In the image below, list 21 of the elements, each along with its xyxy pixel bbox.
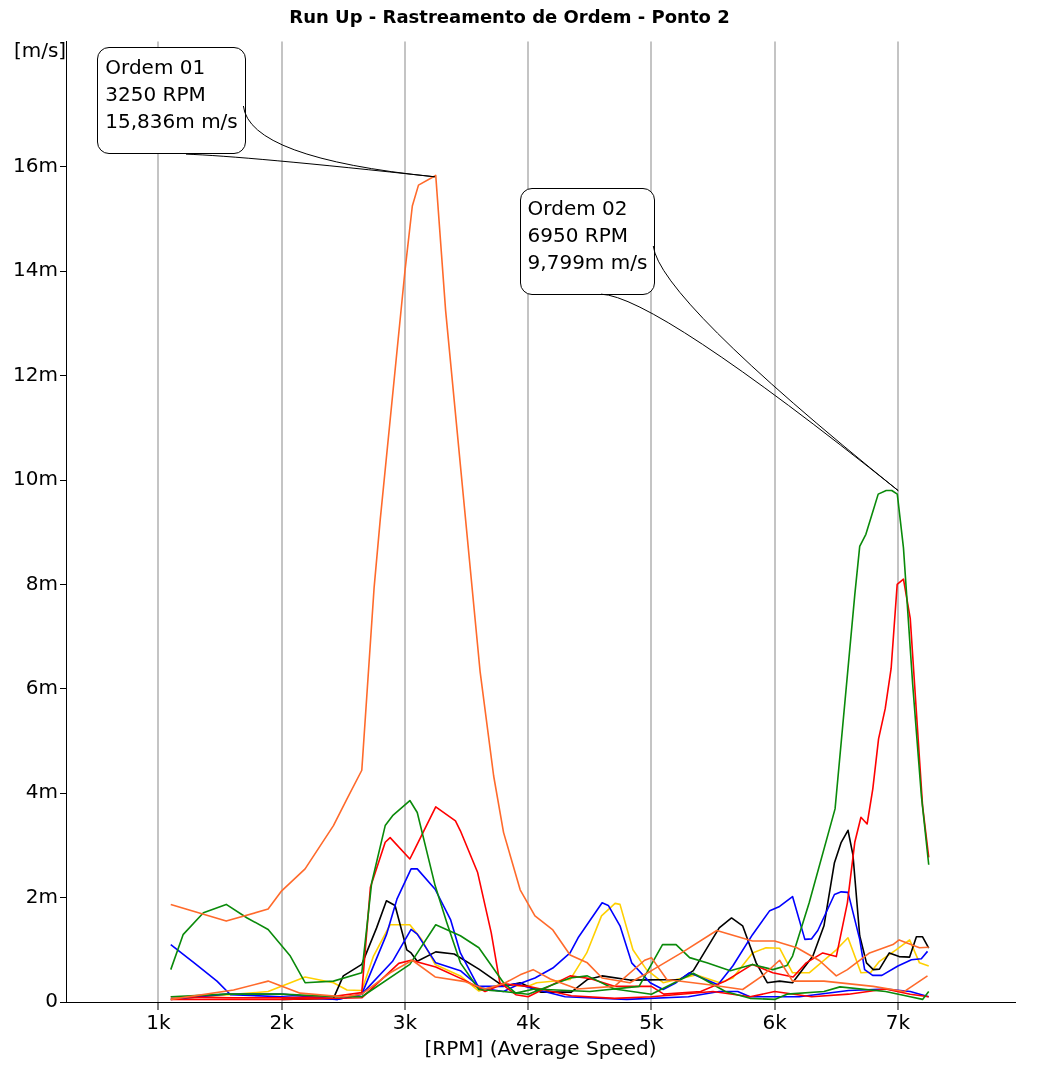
- y-tick-label: 14m: [13, 257, 58, 282]
- chart-title: Run Up - Rastreamento de Ordem - Ponto 2: [289, 6, 730, 28]
- y-tick-label: 6m: [25, 675, 58, 700]
- y-tick-label: 4m: [25, 779, 58, 804]
- y-tick-label: 2m: [25, 883, 58, 908]
- y-tick-label: 8m: [25, 570, 58, 595]
- x-tick-label: 2k: [269, 1010, 295, 1035]
- x-tick-label: 1k: [146, 1010, 171, 1035]
- x-axis-title: [RPM] (Average Speed): [424, 1036, 657, 1061]
- x-tick-label: 5k: [639, 1010, 664, 1035]
- x-tick-label: 3k: [392, 1010, 418, 1035]
- annotation: Ordem 01 3250 RPM 15,836m m/s: [97, 47, 246, 155]
- y-tick-label: 16m: [13, 153, 58, 178]
- y-tick-label: 10m: [13, 466, 58, 491]
- y-tick-label: 0: [45, 988, 58, 1013]
- x-tick-label: 7k: [885, 1010, 911, 1035]
- y-tick-label: 12m: [13, 361, 58, 386]
- annotation: Ordem 02 6950 RPM 9,799m m/s: [519, 187, 656, 295]
- y-axis-title: [m/s]: [13, 37, 67, 62]
- x-tick-label: 4k: [516, 1010, 541, 1035]
- x-tick-label: 6k: [762, 1010, 788, 1035]
